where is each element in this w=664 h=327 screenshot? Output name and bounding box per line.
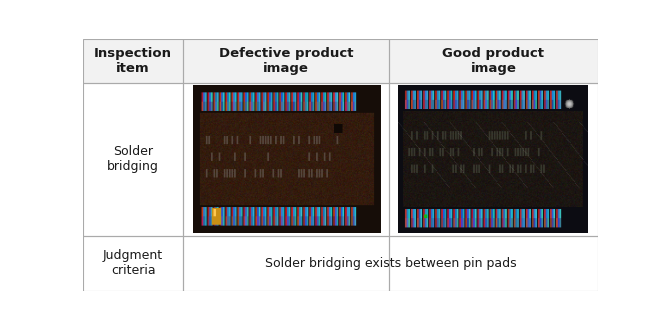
Text: Good product
image: Good product image — [442, 47, 544, 75]
Bar — [183, 83, 389, 236]
Text: Defective product
image: Defective product image — [219, 47, 353, 75]
Bar — [389, 83, 598, 236]
Bar — [83, 236, 183, 291]
Bar — [389, 39, 598, 83]
Bar — [83, 39, 183, 83]
Text: Solder bridging exists between pin pads: Solder bridging exists between pin pads — [265, 257, 517, 270]
Bar — [183, 236, 389, 291]
Text: Inspection
item: Inspection item — [94, 47, 172, 75]
Bar — [389, 236, 598, 291]
Bar — [183, 236, 389, 291]
Text: Solder
bridging: Solder bridging — [108, 146, 159, 173]
Bar — [83, 83, 183, 236]
Bar — [83, 236, 183, 291]
Bar — [183, 83, 389, 236]
Bar — [83, 83, 183, 236]
Bar — [389, 39, 598, 83]
Bar — [183, 39, 389, 83]
Bar — [83, 39, 183, 83]
Bar — [389, 236, 598, 291]
Bar — [389, 83, 598, 236]
Text: Judgment
criteria: Judgment criteria — [103, 249, 163, 277]
Bar — [183, 39, 389, 83]
